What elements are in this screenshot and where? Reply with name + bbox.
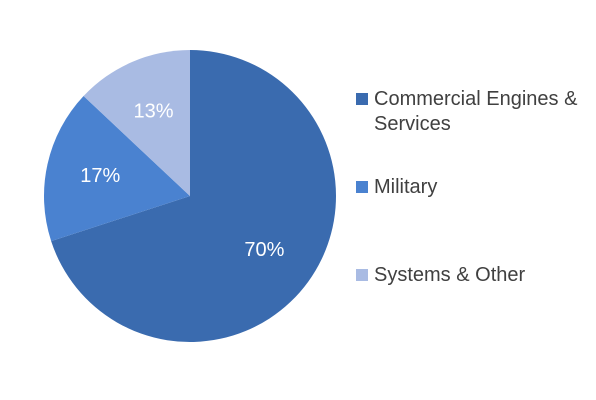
legend-item-commercial-engines-services: Commercial Engines & Services (356, 87, 596, 137)
legend-label-commercial-engines-services: Commercial Engines & Services (374, 88, 578, 135)
pie-label-military: 17% (80, 165, 120, 187)
pie-slice-military (44, 96, 190, 242)
legend: Commercial Engines & Services Military S… (356, 0, 596, 400)
legend-swatch-systems-other (356, 269, 368, 281)
pie-slices (44, 50, 336, 342)
legend-label-systems-other: Systems & Other (374, 264, 526, 286)
legend-item-systems-other: Systems & Other (356, 263, 596, 288)
pie-label-systems-other: 13% (133, 101, 173, 123)
pie-slice-systems-other (83, 50, 190, 196)
legend-swatch-commercial-engines-services (356, 93, 368, 105)
legend-swatch-military (356, 181, 368, 193)
pie-labels: 70% 17% 13% (80, 101, 284, 261)
pie-label-commercial-engines-services: 70% (244, 239, 284, 261)
legend-item-military: Military (356, 175, 596, 200)
pie-slice-commercial-engines-services (51, 50, 336, 342)
legend-label-military: Military (374, 176, 438, 198)
